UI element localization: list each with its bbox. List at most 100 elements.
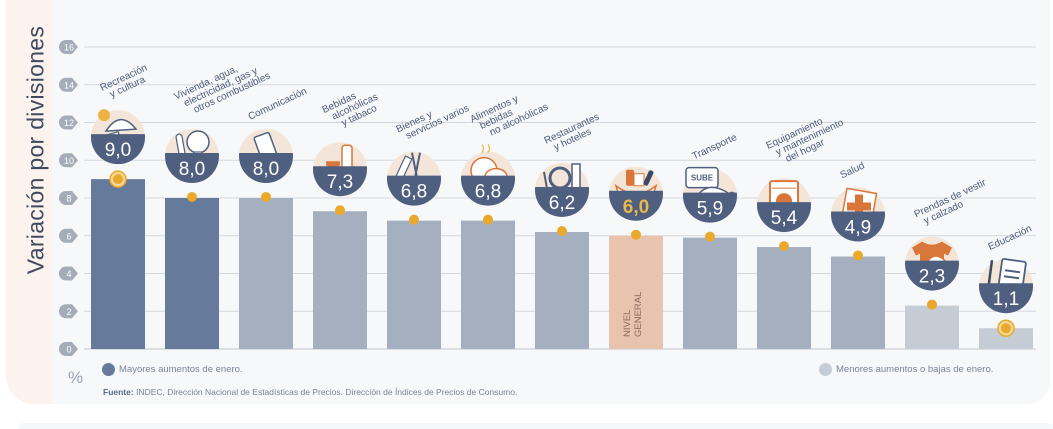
category-label: Recreacióny cultura xyxy=(99,62,154,102)
marker-dot xyxy=(927,299,937,310)
bar-group: 6,2 xyxy=(535,162,589,349)
value-badge xyxy=(387,175,441,206)
y-tick-bubble xyxy=(59,40,78,54)
legend-low: Menores aumentos o bajas de enero. xyxy=(819,363,993,376)
umbrella-icon xyxy=(104,118,138,132)
bar-group: 5,4 xyxy=(757,178,811,349)
notebook-line xyxy=(1004,269,1021,274)
category-label-line: Comunicación xyxy=(247,86,309,123)
value-label: 8,0 xyxy=(179,159,205,180)
sube-card-text: SUBE xyxy=(691,174,714,183)
steam-icon xyxy=(481,144,491,154)
y-ticks: 0 2 4 6 8 10 12 14 16 xyxy=(59,40,78,356)
value-label: 4,9 xyxy=(845,218,871,239)
value-badge xyxy=(905,260,959,291)
value-badge xyxy=(757,202,811,233)
legend-label-high: Mayores aumentos de enero. xyxy=(119,364,243,375)
y-tick: 2 xyxy=(59,304,78,319)
legend-swatch-high xyxy=(102,363,115,376)
value-badge xyxy=(535,186,589,217)
y-tick-bubble xyxy=(59,304,78,319)
bar xyxy=(979,328,1033,349)
y-tick: 16 xyxy=(59,40,78,54)
bar xyxy=(313,211,367,349)
source-note: Fuente: INDEC, Dirección Nacional de Est… xyxy=(103,387,517,397)
bar xyxy=(461,220,515,349)
bar xyxy=(165,198,219,349)
y-tick: 14 xyxy=(59,77,78,92)
marker-dot xyxy=(779,241,789,252)
value-label: 2,3 xyxy=(919,267,945,288)
source-label: Fuente: xyxy=(103,387,134,397)
value-badge xyxy=(91,134,145,165)
bar-group: SUBE 5,9 xyxy=(683,166,737,349)
y-tick: 4 xyxy=(59,266,78,281)
marker-dot xyxy=(557,225,567,236)
marker-dot xyxy=(409,214,419,225)
wine-bottle-icon xyxy=(643,170,654,186)
value-label: 6,8 xyxy=(475,182,501,203)
value-label: 1,1 xyxy=(993,289,1019,310)
category-label: Comunicación xyxy=(247,86,309,123)
y-tick-label: 6 xyxy=(66,231,71,241)
y-tick-bubble xyxy=(59,115,78,130)
notebook-line xyxy=(1003,275,1020,280)
category-label: Alimentos ybebidasno alcohólicas xyxy=(469,84,550,144)
y-tick-label: 0 xyxy=(66,345,71,355)
marker-dot xyxy=(483,214,493,225)
sun-icon xyxy=(98,109,110,122)
bar-group: 2,3 xyxy=(905,236,959,349)
y-tick: 10 xyxy=(59,153,78,168)
value-badge xyxy=(239,153,293,183)
value-label: 6,8 xyxy=(401,182,427,203)
bar xyxy=(683,237,737,349)
marker-dot xyxy=(853,250,863,261)
y-tick-label: 12 xyxy=(64,118,74,128)
box-icon xyxy=(633,173,645,187)
y-tick-bubble xyxy=(59,266,78,281)
value-badge xyxy=(461,175,515,206)
y-tick-bubble xyxy=(59,191,78,205)
value-label: 5,9 xyxy=(697,199,723,220)
y-tick-bubble xyxy=(59,77,78,92)
category-labels: Recreacióny cultura Vivienda, agua,electr… xyxy=(99,62,1034,253)
y-tick-label: 10 xyxy=(64,156,74,166)
general-level-line: GENERAL xyxy=(633,292,644,337)
bar-group: 8,0 xyxy=(239,129,293,349)
bar xyxy=(239,198,293,349)
y-tick-bubble xyxy=(59,153,78,168)
bar-group: 6,8 xyxy=(461,144,515,349)
y-tick: 0 xyxy=(59,342,78,356)
bar xyxy=(535,231,589,349)
general-level-line: NIVEL xyxy=(622,310,633,337)
value-label: 6,0 xyxy=(623,197,649,218)
category-label: Transporte xyxy=(691,132,740,162)
marker-dot xyxy=(261,192,271,202)
y-tick-label: 4 xyxy=(66,269,71,279)
y-tick-label: 16 xyxy=(64,43,74,53)
bar xyxy=(609,235,663,349)
bar-group: 6,0 NIVELGENERAL xyxy=(609,166,663,349)
category-label: Bienes yservicios varios xyxy=(395,94,471,144)
bar-group: 4,9 xyxy=(831,187,885,349)
value-badge xyxy=(165,153,219,183)
value-badge xyxy=(683,192,737,223)
value-label: 9,0 xyxy=(105,140,131,161)
next-card-edge xyxy=(18,423,1053,429)
value-label: 6,2 xyxy=(549,193,575,214)
y-tick: 8 xyxy=(59,191,78,205)
y-tick-bubble xyxy=(59,228,78,243)
marker-dot xyxy=(335,205,345,216)
category-label: Prendas de vestiry calzado xyxy=(913,177,993,229)
category-label-line: Salud xyxy=(839,160,867,181)
legend-label-low: Menores aumentos o bajas de enero. xyxy=(836,364,994,375)
bar-group: 9,0 xyxy=(91,109,145,349)
bar xyxy=(91,179,145,349)
category-label: Bebidasalcohólicasy tabaco xyxy=(321,83,384,135)
bar-group: 8,0 xyxy=(165,129,219,349)
marker-dot xyxy=(705,231,715,242)
category-label: Educación xyxy=(987,223,1034,253)
value-badge xyxy=(979,283,1033,314)
marker-dot xyxy=(187,192,197,202)
